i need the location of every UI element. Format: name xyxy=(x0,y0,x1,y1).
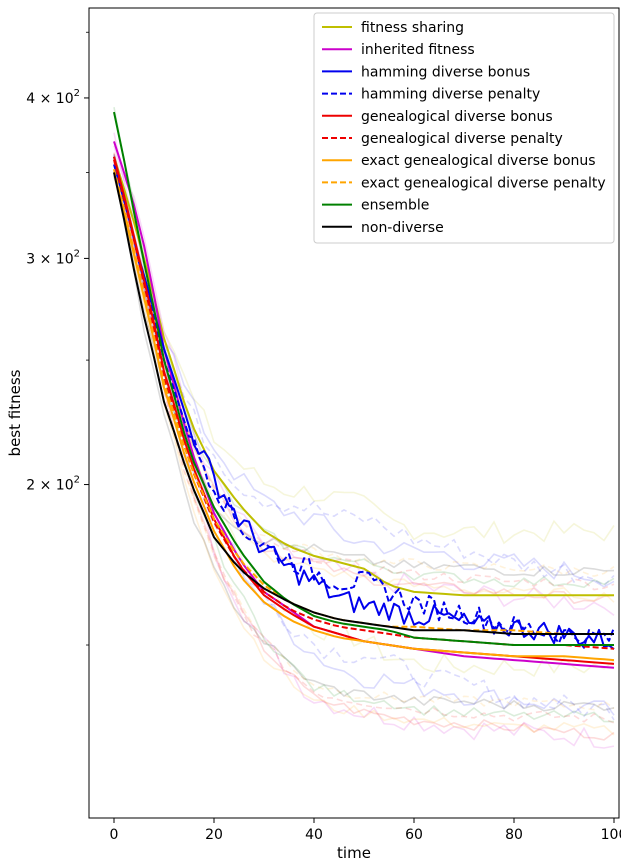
faint-run-line xyxy=(113,145,615,616)
faint-run-line xyxy=(113,162,615,587)
legend-label: genealogical diverse penalty xyxy=(361,131,563,147)
y-tick-label: 2 × 102 xyxy=(26,475,80,494)
series-line-fitness-sharing xyxy=(113,156,614,597)
legend-label: non-diverse xyxy=(361,220,444,236)
faint-run-line xyxy=(113,168,615,712)
legend-box xyxy=(313,12,615,244)
faint-run-line xyxy=(113,107,615,589)
legend-label: genealogical diverse bonus xyxy=(361,109,553,125)
x-axis-label: time xyxy=(337,844,371,861)
faint-run-line xyxy=(113,170,615,578)
legend-label: exact genealogical diverse penalty xyxy=(361,175,606,191)
x-tick-label: 80 xyxy=(505,827,523,843)
legend-label: fitness sharing xyxy=(361,20,464,36)
legend: fitness sharing inherited fitness hamming … xyxy=(313,12,615,244)
legend-label: inherited fitness xyxy=(361,42,475,58)
series-line-exact-genealogical-diverse-penalty xyxy=(113,168,614,635)
legend-label: exact genealogical diverse bonus xyxy=(361,153,596,169)
series-line-exact-genealogical-diverse-bonus xyxy=(113,172,615,662)
faint-run-line xyxy=(113,156,615,724)
faint-run-line xyxy=(113,112,614,723)
faint-run-line xyxy=(113,154,615,741)
y-tick-label: 4 × 102 xyxy=(26,88,80,107)
series-lines xyxy=(113,111,615,669)
x-tick-label: 60 xyxy=(405,827,423,843)
y-axis-label: best fitness xyxy=(6,369,24,456)
faint-run-line xyxy=(113,175,615,577)
plot-area-frame xyxy=(88,7,620,819)
legend-label: hamming diverse penalty xyxy=(361,87,540,103)
series-line-non-diverse xyxy=(113,172,614,635)
legend-label: hamming diverse bonus xyxy=(361,64,530,80)
x-tick-label: 100 xyxy=(601,827,621,843)
faint-run-line xyxy=(113,154,615,588)
x-axis: 0 20 40 60 80 100 xyxy=(110,818,621,843)
faint-run-line xyxy=(113,153,615,545)
faint-run-line xyxy=(113,169,615,711)
faint-run-line xyxy=(113,152,615,605)
legend-label: ensemble xyxy=(361,198,429,214)
series-line-hamming-diverse-penalty xyxy=(113,156,615,649)
series-line-ensemble xyxy=(113,111,614,646)
y-tick-label: 3 × 102 xyxy=(26,248,80,267)
y-axis: 2 × 102 3 × 102 4 × 102 xyxy=(26,31,89,646)
faint-run-line xyxy=(113,176,615,736)
x-tick-label: 40 xyxy=(305,827,323,843)
x-tick-label: 0 xyxy=(110,827,119,843)
x-tick-label: 20 xyxy=(205,827,223,843)
